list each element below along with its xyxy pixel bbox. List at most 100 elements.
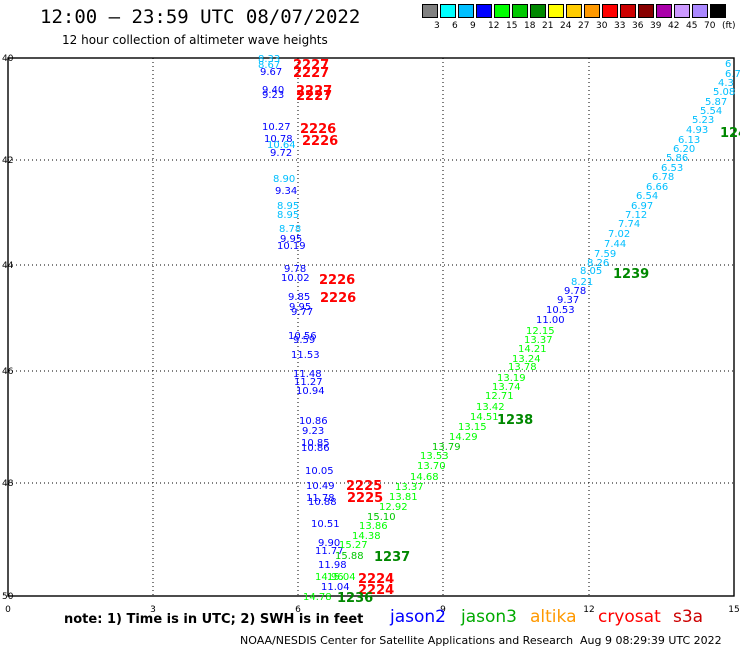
x-tick-label: 0: [5, 605, 11, 615]
swh-value: 7.59: [594, 249, 616, 260]
credit-text: NOAA/NESDIS Center for Satellite Applica…: [240, 634, 574, 647]
y-tick-label: 40: [2, 54, 14, 64]
swh-value: 13.19: [497, 373, 526, 384]
legend-label: 3: [434, 21, 440, 31]
map-frame: [7, 57, 735, 597]
swh-value: 12.92: [379, 502, 408, 513]
satellite-s3a: s3a: [673, 607, 704, 627]
pass-label: 2227: [296, 89, 332, 104]
pass-label: 2224: [358, 583, 394, 598]
legend-label: 42: [668, 21, 680, 31]
swh-value: 7.74: [618, 219, 640, 230]
legend-swatch: [692, 4, 708, 18]
swh-value: 14.96: [315, 572, 344, 583]
swh-value: 10.85: [301, 438, 330, 449]
pass-label: 2224: [358, 572, 394, 587]
legend-label: 9: [470, 21, 476, 31]
legend-swatch: [710, 4, 726, 18]
swh-value: 9.78: [564, 286, 586, 297]
map-grid: [7, 57, 735, 597]
legend-swatch: [476, 4, 492, 18]
legend-swatch: [674, 4, 690, 18]
swh-value: 9.95: [289, 302, 311, 313]
swh-value: 14.51: [470, 412, 499, 423]
legend-label: 27: [578, 21, 590, 31]
x-tick-label: 9: [440, 605, 446, 615]
legend-swatch: [656, 4, 672, 18]
swh-value: 15.27: [339, 540, 368, 551]
swh-value: 8.26: [587, 258, 609, 269]
pass-label: 2227: [293, 66, 329, 81]
swh-value: 6.7: [725, 69, 740, 80]
swh-value: 14.21: [518, 344, 547, 355]
swh-value: 7.44: [604, 239, 626, 250]
legend-label: 30: [596, 21, 608, 31]
swh-value: 13.79: [432, 442, 461, 453]
swh-value: 12.71: [485, 391, 514, 402]
swh-value: 8.95: [277, 201, 299, 212]
swh-value: 14.78: [303, 592, 332, 603]
swh-value: 6.66: [646, 182, 668, 193]
pass-label: 1237: [374, 550, 410, 565]
swh-value: 6.97: [631, 201, 653, 212]
legend-label: (ft): [722, 21, 736, 31]
swh-value: 9.67: [260, 67, 282, 78]
swh-value: 5.87: [705, 97, 727, 108]
swh-value: 10.86: [299, 416, 328, 427]
swh-value: 8.67: [258, 60, 280, 71]
legend-swatch: [620, 4, 636, 18]
swh-value: 9.23: [302, 426, 324, 437]
swh-value: 12.15: [526, 326, 555, 337]
swh-values: 8.338.679.679.409.2310.2710.7810.649.728…: [258, 54, 740, 603]
swh-value: 9.72: [270, 148, 292, 159]
swh-value: 13.70: [417, 461, 446, 472]
swh-value: 9.40: [262, 85, 284, 96]
legend-swatch: [530, 4, 546, 18]
x-tick-label: 12: [583, 605, 594, 615]
swh-value: 13.53: [420, 451, 449, 462]
legend-swatch: [458, 4, 474, 18]
swh-value: 6.20: [673, 144, 695, 155]
swh-value: 13.24: [512, 354, 541, 365]
swh-value: 9.85: [288, 292, 310, 303]
swh-value: 13.78: [508, 362, 537, 373]
pass-label: 2225: [347, 491, 383, 506]
swh-value: 5.86: [666, 153, 688, 164]
legend-label: 36: [632, 21, 644, 31]
swh-value: 9.34: [275, 186, 297, 197]
legend-swatch: [440, 4, 456, 18]
pass-label: 2227: [293, 58, 329, 73]
swh-value: 9.23: [262, 90, 284, 101]
swh-value: 11.04: [321, 582, 350, 593]
swh-value: 11.27: [294, 377, 323, 388]
swh-value: 9.37: [557, 295, 579, 306]
swh-value: 7.02: [608, 229, 630, 240]
page-subtitle: 12 hour collection of altimeter wave hei…: [62, 33, 328, 47]
swh-value: 10.49: [306, 481, 335, 492]
swh-value: 8.05: [580, 266, 602, 277]
swh-value: 13.15: [458, 422, 487, 433]
swh-value: 10.86: [301, 443, 330, 454]
swh-value: 9.59: [293, 335, 315, 346]
legend-swatch: [584, 4, 600, 18]
pass-label: 1236: [337, 591, 373, 606]
swh-value: 9.78: [284, 264, 306, 275]
page-title: 12:00 — 23:59 UTC 08/07/2022: [40, 6, 361, 28]
swh-value: 8.95: [277, 210, 299, 221]
swh-value: 11.78: [306, 493, 335, 504]
legend-swatch: [566, 4, 582, 18]
y-tick-label: 50: [2, 592, 14, 602]
swh-value: 10.02: [281, 273, 310, 284]
pass-label: 2226: [319, 273, 355, 288]
satellite-jason3: jason3: [461, 607, 517, 627]
swh-value: 11.98: [318, 560, 347, 571]
swh-value: 13.74: [492, 382, 521, 393]
swh-value: 11.48: [293, 369, 322, 380]
y-axis-ticks: 40 42 44 46 48 50: [2, 54, 14, 602]
legend-swatch: [494, 4, 510, 18]
swh-value: 10.53: [546, 305, 575, 316]
swh-value: 9.95: [280, 234, 302, 245]
y-tick-label: 44: [2, 261, 14, 271]
swh-value: 13.86: [359, 521, 388, 532]
pass-labels: 2227222722272227222622262226222622252225…: [293, 58, 740, 606]
